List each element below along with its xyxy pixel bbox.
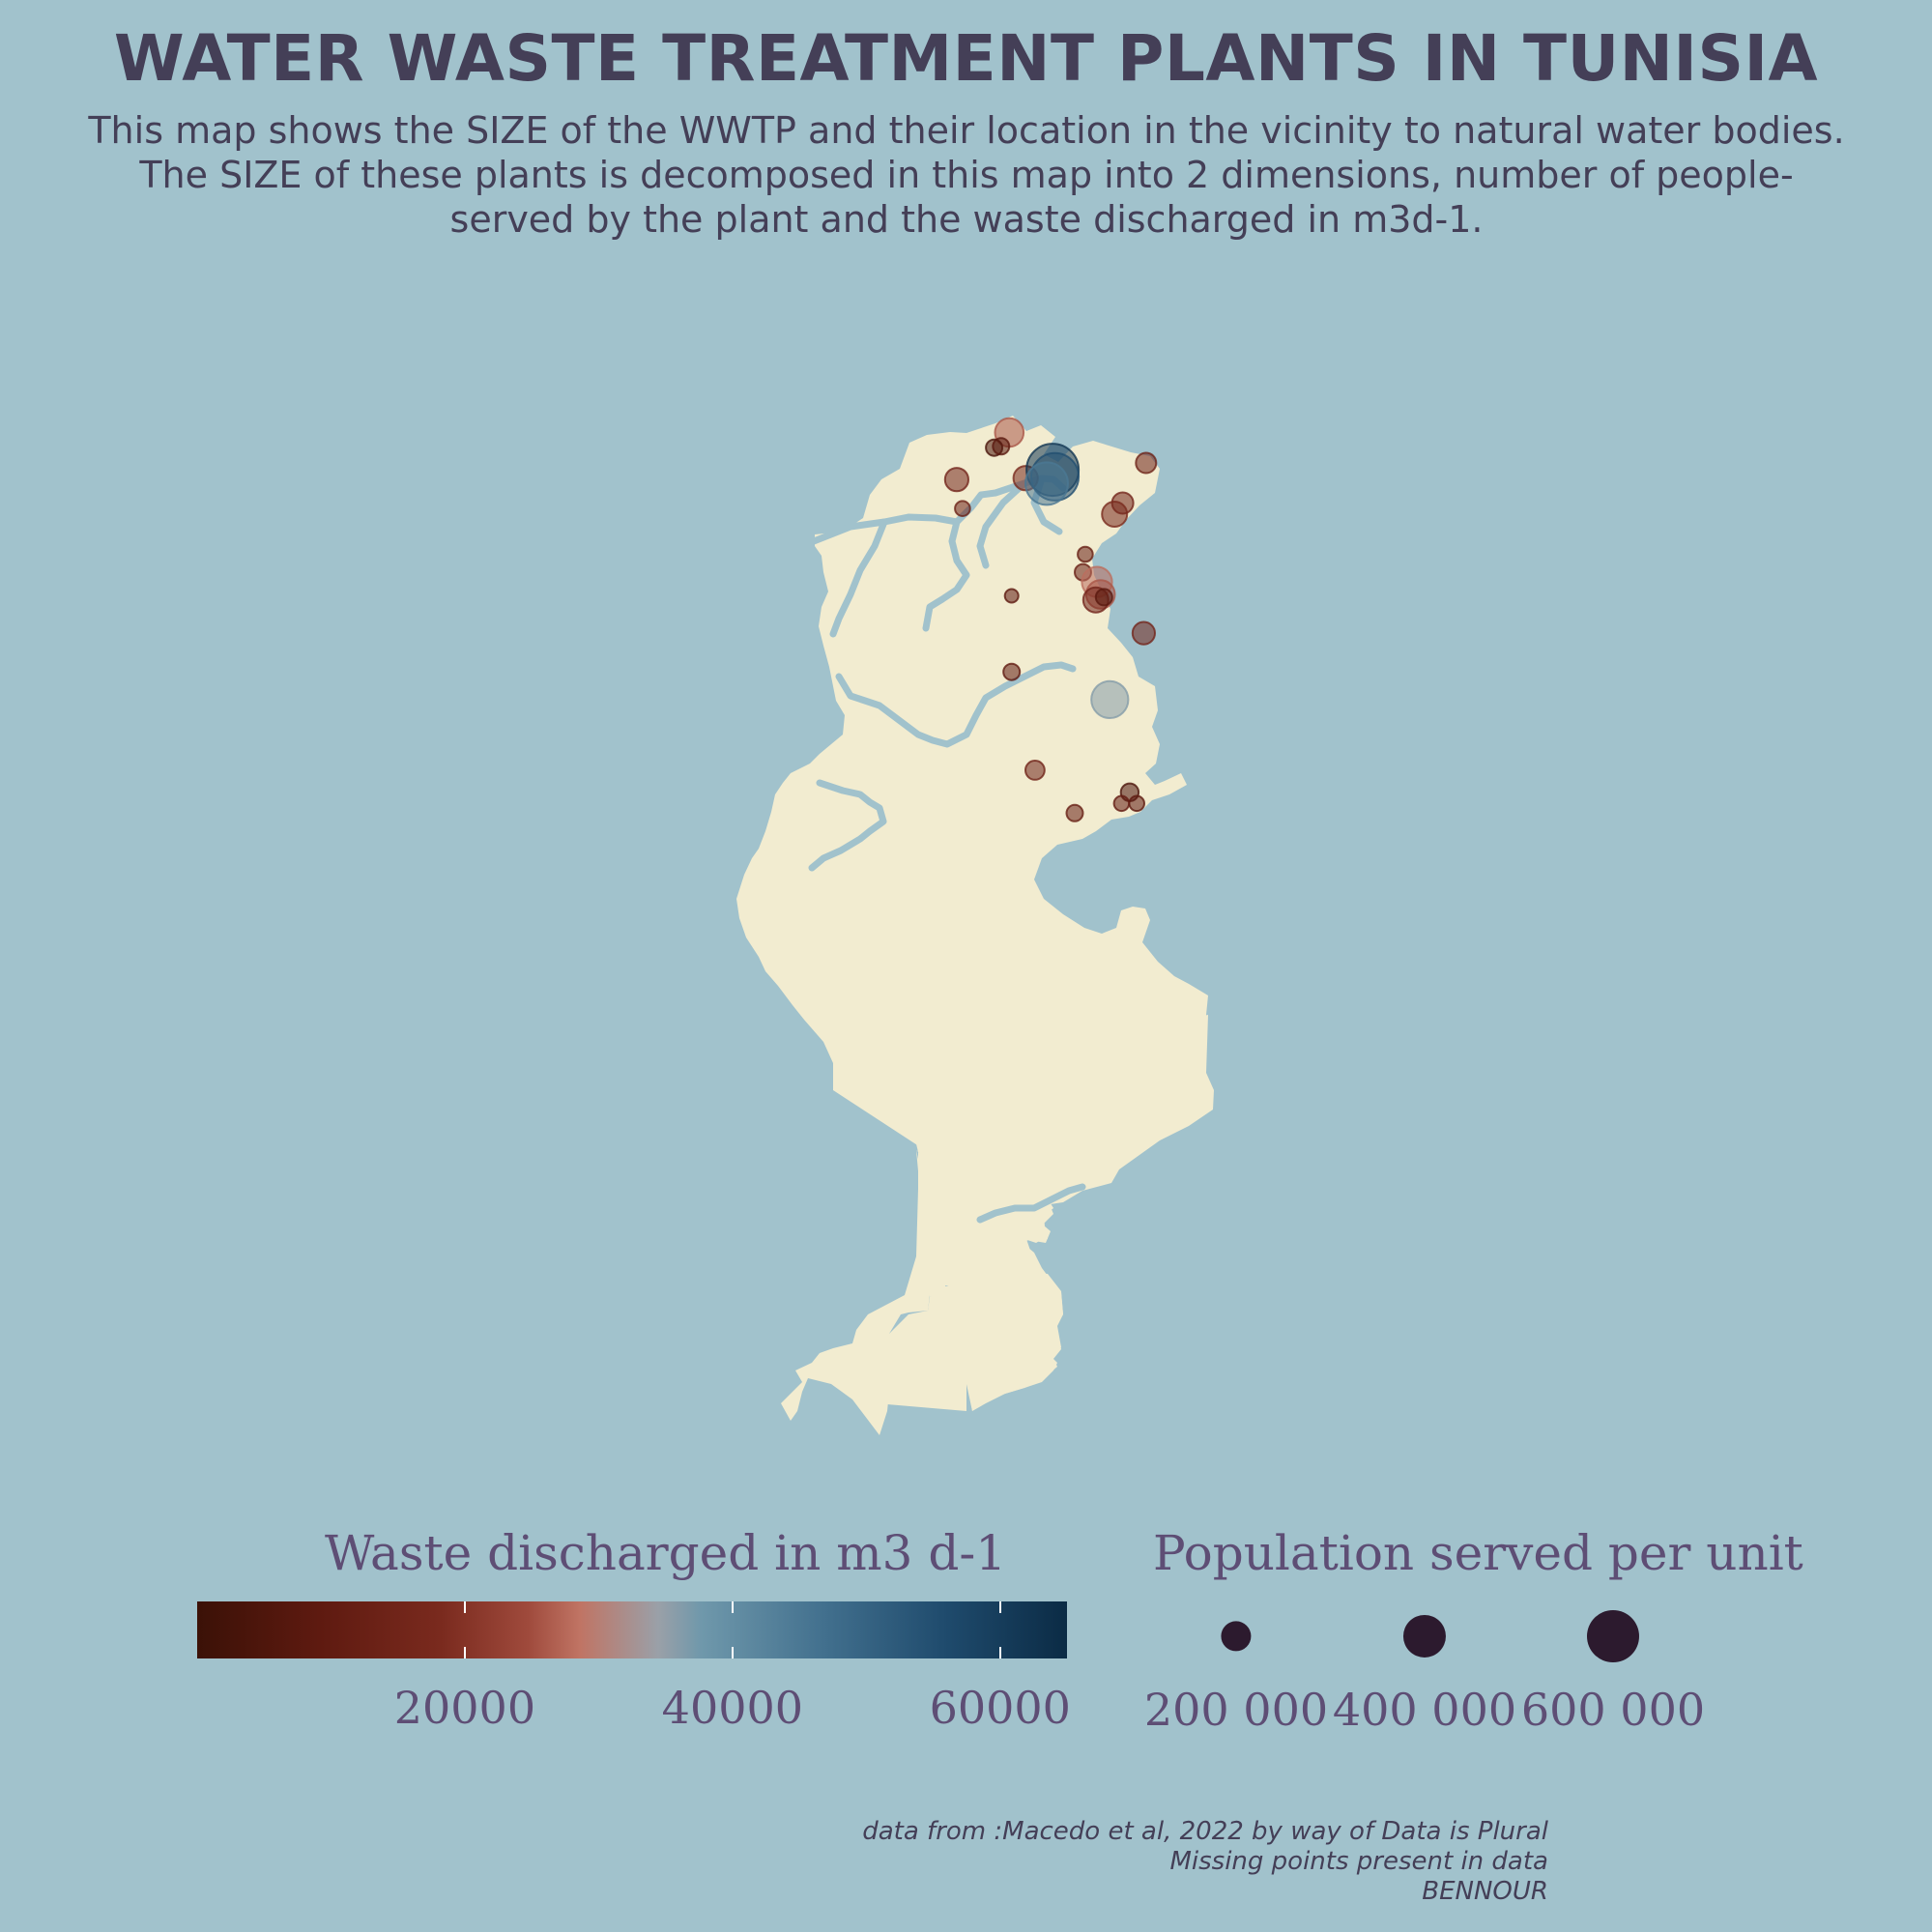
size-legend-dot [1587,1610,1639,1662]
color-legend-tick [463,1601,466,1658]
plant-point [992,437,1011,456]
plant-point [1003,588,1020,604]
map-subtitle: This map shows the SIZE of the WWTP and … [58,108,1875,242]
plant-point [1131,620,1157,646]
color-legend-tick-label: 60000 [929,1682,1071,1734]
river-branch-5 [808,779,887,872]
river-south [976,1183,1086,1224]
caption-line: data from :Macedo et al, 2022 by way of … [862,1817,1548,1846]
river-miliane [835,661,1077,748]
size-legend-label: 200 000 [1143,1684,1329,1736]
plant-point [1077,545,1094,563]
plant-point [1135,451,1158,475]
plant-point [1094,588,1113,607]
river-branch-3 [976,479,1028,569]
subtitle-line: This map shows the SIZE of the WWTP and … [88,109,1845,152]
river-branch-1 [829,518,888,638]
size-legend-dot [1402,1614,1447,1658]
map-title: WATER WASTE TREATMENT PLANTS IN TUNISIA [113,21,1819,96]
plant-point [1128,794,1145,813]
plant-point [1024,461,1069,506]
color-legend-title: Waste discharged in m3 d-1 [325,1525,1007,1581]
plant-point [943,467,970,493]
plant-point [1024,760,1046,781]
size-legend-label: 400 000 [1332,1684,1517,1736]
color-legend-bar [197,1601,1067,1658]
size-legend-dot [1221,1621,1252,1652]
plants-layer [943,417,1158,822]
river-branch-2 [922,518,970,632]
color-legend-tick [998,1601,1001,1658]
plant-point [1065,803,1084,822]
plant-point [1112,794,1131,813]
plant-point [1101,501,1129,528]
color-legend-tick-label: 20000 [393,1682,536,1734]
plant-point [1090,679,1130,720]
caption-line: Missing points present in data [1169,1847,1548,1876]
subtitle-line: served by the plant and the waste discha… [449,198,1484,241]
plant-point [1002,662,1022,681]
size-legend-title: Population served per unit [1153,1525,1803,1581]
tunisia-south-strip [916,1150,1063,1411]
subtitle-line: The SIZE of these plants is decomposed i… [139,154,1794,196]
source-caption: data from :Macedo et al, 2022 by way of … [862,1817,1548,1907]
size-legend-label: 600 000 [1520,1684,1706,1736]
tunisia-land [736,416,1213,1435]
color-legend-tick [731,1601,734,1658]
tunisia-south-body [908,1015,1214,1208]
plant-point [954,500,971,518]
caption-line: BENNOUR [1422,1877,1548,1906]
color-legend-tick-label: 40000 [661,1682,804,1734]
